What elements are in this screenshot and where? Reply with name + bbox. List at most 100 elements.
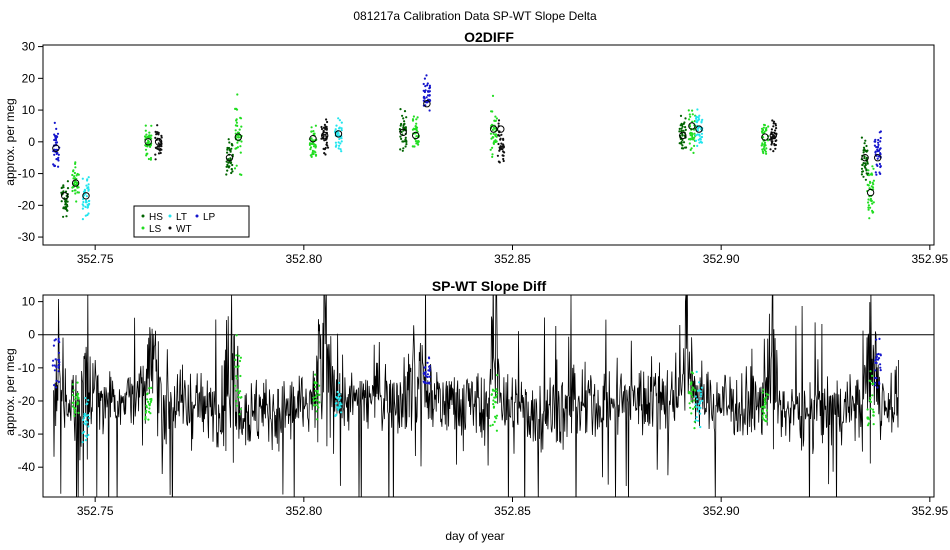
slope-diff-point-ls — [239, 374, 242, 378]
legend-marker-hs — [141, 214, 145, 218]
o2diff-group-mean — [866, 188, 875, 197]
o2diff-point-lp — [425, 74, 428, 77]
o2diff-point-ls — [494, 115, 497, 118]
slope-diff-point-lt — [700, 386, 703, 389]
o2diff-point-lp — [873, 144, 877, 147]
slope-diff-point-lp — [57, 366, 60, 369]
slope-diff-point-ls — [314, 373, 317, 376]
slope-diff-point-ls — [763, 412, 766, 415]
slope-diff-point-ls — [763, 397, 766, 400]
slope-diff-point-ls — [495, 395, 498, 398]
o2diff-group-mean — [695, 125, 703, 133]
o2diff-point-lt — [81, 218, 84, 221]
o2diff-point-lp — [876, 145, 880, 148]
slope-diff-point-lt — [84, 434, 87, 437]
slope-diff-point-ls — [761, 414, 764, 417]
o2diff-point-ls — [691, 113, 694, 116]
o2diff-point-wt — [154, 153, 157, 156]
o2diff-point-lt — [84, 205, 87, 208]
o2diff-point-ls — [494, 133, 498, 136]
o2diff-point-ls — [235, 164, 238, 167]
o2diff-point-lp — [53, 153, 56, 156]
slope-diff-point-lp — [53, 339, 56, 342]
o2diff-point-ls — [239, 145, 242, 148]
o2diff-point-lt — [335, 124, 338, 127]
o2diff-point-wt — [770, 143, 773, 146]
o2diff-point-hs — [399, 108, 402, 111]
slope-diff-point-lp — [53, 364, 56, 367]
slope-diff-point-ls — [693, 406, 697, 409]
o2diff-title: O2DIFF — [464, 29, 514, 45]
slope-diff-point-ls — [74, 398, 77, 401]
o2diff-point-hs — [403, 122, 406, 125]
o2diff-point-lp — [877, 141, 880, 144]
o2diff-point-ls — [689, 115, 692, 118]
slope-diff-point-ls — [316, 404, 319, 407]
o2diff-point-ls — [74, 161, 77, 164]
o2diff-point-hs — [225, 173, 228, 176]
o2diff-point-ls — [239, 117, 243, 120]
slope-diff-point-lt — [340, 403, 343, 406]
slope-diff-panel: SP-WT Slope Diff approx. per meg day of … — [3, 278, 949, 543]
o2diff-group-mean — [497, 125, 505, 133]
o2diff-point-ls — [309, 146, 313, 149]
o2diff-group-mean — [679, 131, 687, 140]
slope-diff-point-lt — [697, 402, 700, 405]
o2diff-group-mean — [234, 133, 243, 141]
slope-diff-point-ls — [235, 377, 238, 380]
slope-diff-y-tick-label: -30 — [18, 427, 36, 441]
o2diff-point-lt — [334, 128, 337, 131]
o2diff-point-ls — [493, 119, 496, 122]
o2diff-point-hs — [679, 114, 683, 117]
o2diff-point-lt — [81, 207, 84, 210]
o2diff-point-ls — [314, 146, 317, 149]
slope-diff-y-tick-label: 10 — [22, 295, 36, 309]
slope-diff-point-lp — [57, 380, 61, 383]
o2diff-group-mean — [334, 130, 343, 138]
o2diff-point-hs — [863, 157, 866, 160]
slope-diff-point-ls — [689, 406, 692, 409]
o2diff-point-lp — [57, 153, 60, 156]
slope-diff-point-lt — [84, 439, 87, 442]
o2diff-point-lp — [57, 159, 60, 162]
slope-diff-point-ls — [492, 399, 495, 402]
o2diff-point-lt — [338, 137, 341, 141]
o2diff-point-ls — [691, 137, 694, 140]
slope-diff-point-ls — [150, 386, 153, 389]
o2diff-point-ls — [147, 136, 150, 139]
o2diff-point-ls — [690, 147, 693, 150]
o2diff-point-ls — [867, 174, 871, 177]
o2diff-point-wt — [774, 147, 777, 150]
slope-diff-point-ls — [496, 374, 499, 377]
o2diff-point-hs — [230, 168, 233, 171]
o2diff-point-hs — [402, 124, 405, 127]
o2diff-point-ls — [309, 148, 312, 151]
slope-diff-point-ls — [492, 405, 496, 408]
o2diff-point-hs — [864, 178, 868, 181]
o2diff-group-mean — [874, 154, 882, 162]
o2diff-point-ls — [763, 149, 766, 152]
slope-diff-point-ls — [73, 409, 76, 412]
slope-diff-point-ls — [145, 409, 148, 412]
o2diff-point-hs — [404, 145, 407, 148]
slope-diff-point-ls — [146, 392, 149, 395]
o2diff-point-ls — [312, 142, 315, 146]
o2diff-point-hs — [683, 134, 686, 137]
o2diff-point-hs — [64, 203, 67, 206]
slope-diff-point-ls — [762, 388, 765, 391]
o2diff-point-wt — [154, 136, 157, 139]
o2diff-x-tick-label: 352.90 — [703, 252, 740, 266]
o2diff-point-ls — [148, 131, 151, 134]
slope-diff-point-lt — [701, 399, 704, 402]
o2diff-point-wt — [770, 140, 773, 143]
slope-diff-point-ls — [872, 382, 875, 386]
o2diff-point-lt — [339, 136, 342, 139]
o2diff-point-lp — [875, 173, 878, 176]
slope-diff-point-ls — [71, 394, 74, 397]
o2diff-plot-frame — [42, 44, 935, 246]
slope-diff-point-lp — [874, 376, 877, 380]
slope-diff-point-ls — [239, 390, 242, 393]
o2diff-point-ls — [871, 209, 874, 212]
o2diff-point-hs — [682, 141, 686, 144]
slope-diff-point-ls — [148, 407, 151, 410]
